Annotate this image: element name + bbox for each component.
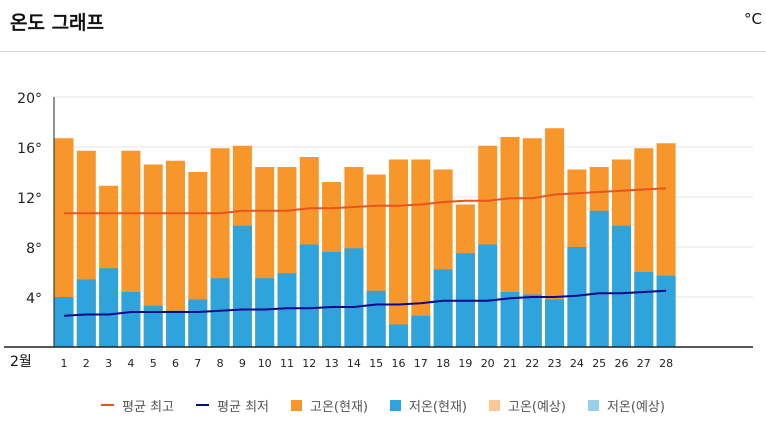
legend-item-low-forecast[interactable]: 저온(예상) (587, 396, 665, 415)
bar-low-14 (344, 248, 364, 347)
bar-low-8 (210, 278, 230, 347)
bar-high-17 (411, 159, 431, 347)
bar-high-23 (545, 128, 565, 347)
bar-low-9 (232, 225, 252, 347)
page-title: 온도 그래프 (10, 12, 105, 34)
x-tick-label-8: 8 (217, 357, 224, 370)
bar-low-24 (567, 247, 587, 347)
x-tick-label-26: 26 (615, 357, 629, 370)
bar-low-16 (389, 324, 408, 347)
y-tick-label-12: 12° (17, 191, 42, 207)
bar-low-6 (166, 310, 185, 347)
y-tick-label-20: 20° (17, 91, 42, 107)
x-tick-label-13: 13 (325, 357, 339, 370)
bar-low-25 (589, 210, 609, 347)
x-axis-month-label: 2월 (10, 354, 32, 370)
unit-toggle[interactable]: °C (744, 10, 762, 28)
x-tick-label-14: 14 (347, 357, 361, 370)
bar-low-11 (277, 273, 297, 347)
legend-label-high-current: 고온(현재) (310, 399, 368, 415)
bar-low-4 (121, 292, 141, 347)
x-tick-label-22: 22 (525, 357, 539, 370)
bar-low-17 (411, 315, 431, 347)
x-tick-label-23: 23 (548, 357, 562, 370)
x-tick-label-19: 19 (458, 357, 472, 370)
x-tick-label-20: 20 (481, 357, 495, 370)
legend-swatch-avg-low (196, 404, 210, 406)
legend-swatch-high-current (291, 399, 303, 411)
bar-low-13 (322, 252, 342, 347)
legend-label-low-forecast: 저온(예상) (606, 399, 665, 415)
legend-label-high-forecast: 고온(예상) (507, 399, 566, 415)
y-tick-label-8: 8° (26, 241, 42, 257)
bar-low-27 (634, 272, 654, 347)
legend-label-low-current: 저온(현재) (409, 399, 467, 415)
x-tick-label-17: 17 (414, 357, 428, 370)
bar-low-26 (612, 225, 631, 347)
x-tick-label-9: 9 (239, 357, 246, 370)
y-tick-label-4: 4° (26, 291, 42, 307)
bar-high-5 (143, 164, 163, 347)
line-avg-low (63, 289, 667, 317)
legend-swatch-low-forecast (587, 399, 599, 411)
y-tick-label-16: 16° (17, 141, 42, 157)
line-avg-high (64, 187, 667, 215)
x-tick-label-5: 5 (150, 357, 157, 370)
legend-label-avg-high: 평균 최고 (122, 399, 175, 415)
chart-legend: 평균 최고 평균 최저 고온(현재) 저온(현재) 고온(예상) 저온(예상) (0, 394, 766, 416)
bar-low-1 (54, 297, 74, 347)
legend-item-high-current[interactable]: 고온(현재) (291, 396, 368, 415)
legend-swatch-low-current (390, 399, 401, 411)
bar-high-6 (166, 160, 185, 347)
x-tick-label-4: 4 (127, 357, 134, 370)
x-tick-label-1: 1 (61, 357, 68, 370)
x-tick-label-11: 11 (280, 357, 294, 370)
bar-low-28 (656, 275, 676, 347)
legend-item-high-forecast[interactable]: 고온(예상) (488, 396, 566, 415)
bar-low-15 (366, 290, 386, 347)
x-tick-label-2: 2 (83, 357, 90, 370)
legend-swatch-avg-high (101, 404, 115, 406)
x-tick-label-24: 24 (570, 357, 584, 370)
legend-item-low-current[interactable]: 저온(현재) (390, 396, 467, 415)
legend-swatch-high-forecast (488, 399, 500, 411)
bar-low-20 (478, 244, 498, 347)
x-tick-label-12: 12 (302, 357, 316, 370)
bar-low-7 (188, 299, 208, 347)
bar-low-3 (99, 268, 119, 347)
bar-low-18 (433, 269, 453, 347)
legend-label-avg-low: 평균 최저 (217, 399, 270, 415)
bar-low-10 (255, 278, 275, 347)
header-divider (0, 51, 766, 52)
x-tick-label-10: 10 (258, 357, 272, 370)
bar-high-1 (54, 138, 74, 347)
x-tick-label-16: 16 (392, 357, 406, 370)
x-tick-label-7: 7 (194, 357, 201, 370)
bar-low-12 (299, 244, 319, 347)
x-tick-label-18: 18 (436, 357, 450, 370)
bar-low-22 (522, 294, 542, 347)
x-tick-label-27: 27 (637, 357, 651, 370)
legend-item-avg-low[interactable]: 평균 최저 (196, 396, 269, 415)
bar-low-21 (500, 292, 520, 347)
x-tick-label-25: 25 (592, 357, 606, 370)
bar-high-16 (389, 159, 408, 347)
temperature-chart: 4°8°12°16°20°2월 1 2 3 4 5 6 7 8 9 10 11 12 13 14 15 16 17… (4, 91, 753, 370)
legend-item-avg-high[interactable]: 평균 최고 (101, 396, 174, 415)
x-tick-label-21: 21 (503, 357, 517, 370)
x-tick-label-15: 15 (369, 357, 383, 370)
x-tick-label-3: 3 (105, 357, 112, 370)
x-tick-label-6: 6 (172, 357, 179, 370)
bar-low-5 (143, 305, 163, 347)
x-tick-label-28: 28 (659, 357, 673, 370)
bar-low-2 (76, 279, 96, 347)
bar-low-23 (545, 299, 565, 347)
